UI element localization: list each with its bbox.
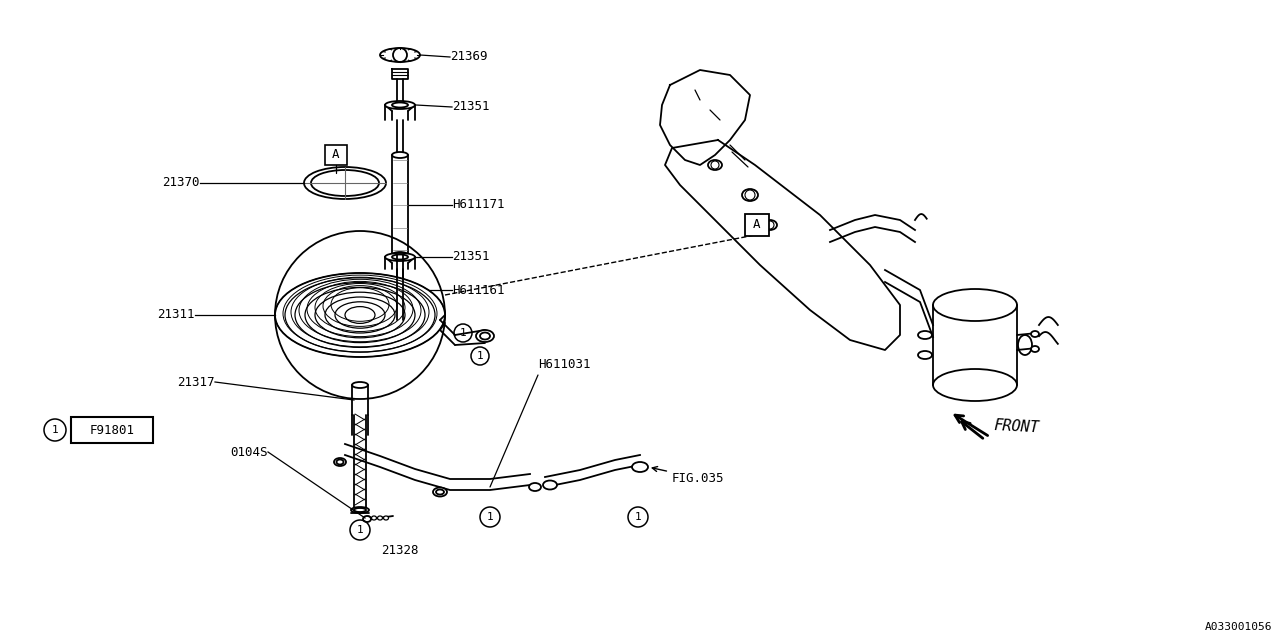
- Text: A033001056: A033001056: [1204, 622, 1272, 632]
- Text: H611031: H611031: [538, 358, 590, 371]
- Ellipse shape: [1030, 331, 1039, 337]
- Text: 21311: 21311: [157, 308, 195, 321]
- Ellipse shape: [385, 101, 415, 109]
- Ellipse shape: [275, 273, 445, 357]
- Ellipse shape: [1018, 335, 1032, 355]
- Bar: [745, 214, 769, 236]
- Text: 21369: 21369: [451, 51, 488, 63]
- Ellipse shape: [311, 170, 379, 196]
- Ellipse shape: [933, 369, 1018, 401]
- Ellipse shape: [337, 460, 343, 465]
- Bar: [70, 417, 154, 443]
- Ellipse shape: [392, 102, 408, 108]
- Text: 1: 1: [460, 328, 466, 338]
- Ellipse shape: [392, 152, 408, 158]
- Text: 1: 1: [486, 512, 493, 522]
- Ellipse shape: [380, 48, 420, 62]
- Ellipse shape: [355, 508, 366, 512]
- Ellipse shape: [543, 481, 557, 490]
- Text: 1: 1: [51, 425, 59, 435]
- Ellipse shape: [918, 331, 932, 339]
- Ellipse shape: [1030, 346, 1039, 352]
- Ellipse shape: [436, 490, 444, 495]
- Text: FRONT: FRONT: [993, 418, 1039, 435]
- Bar: [325, 145, 347, 165]
- Ellipse shape: [385, 253, 415, 261]
- Text: H611171: H611171: [452, 198, 504, 211]
- Text: 21351: 21351: [452, 250, 489, 264]
- Ellipse shape: [480, 333, 490, 339]
- Ellipse shape: [433, 488, 447, 497]
- Text: H611161: H611161: [452, 284, 504, 296]
- Ellipse shape: [529, 483, 541, 491]
- Ellipse shape: [334, 458, 346, 466]
- Text: F91801: F91801: [90, 424, 134, 436]
- Text: 0104S: 0104S: [230, 445, 268, 458]
- Ellipse shape: [351, 507, 369, 513]
- Ellipse shape: [378, 516, 383, 520]
- Ellipse shape: [384, 516, 389, 520]
- Text: A: A: [333, 148, 339, 161]
- Text: 21317: 21317: [178, 376, 215, 388]
- Ellipse shape: [352, 382, 369, 388]
- Text: 21351: 21351: [452, 100, 489, 113]
- Ellipse shape: [366, 516, 370, 520]
- Ellipse shape: [392, 252, 408, 258]
- Ellipse shape: [371, 516, 376, 520]
- Polygon shape: [392, 69, 408, 79]
- Text: A: A: [753, 218, 760, 232]
- Text: 1: 1: [476, 351, 484, 361]
- Ellipse shape: [918, 351, 932, 359]
- Text: FIG.035: FIG.035: [653, 467, 724, 484]
- Ellipse shape: [933, 289, 1018, 321]
- Ellipse shape: [364, 516, 371, 522]
- Ellipse shape: [476, 330, 494, 342]
- Ellipse shape: [305, 167, 387, 199]
- Text: 1: 1: [635, 512, 641, 522]
- Polygon shape: [666, 140, 900, 350]
- Ellipse shape: [632, 462, 648, 472]
- Text: 21370: 21370: [163, 177, 200, 189]
- Text: 21328: 21328: [381, 543, 419, 557]
- Text: 1: 1: [357, 525, 364, 535]
- Ellipse shape: [392, 255, 408, 259]
